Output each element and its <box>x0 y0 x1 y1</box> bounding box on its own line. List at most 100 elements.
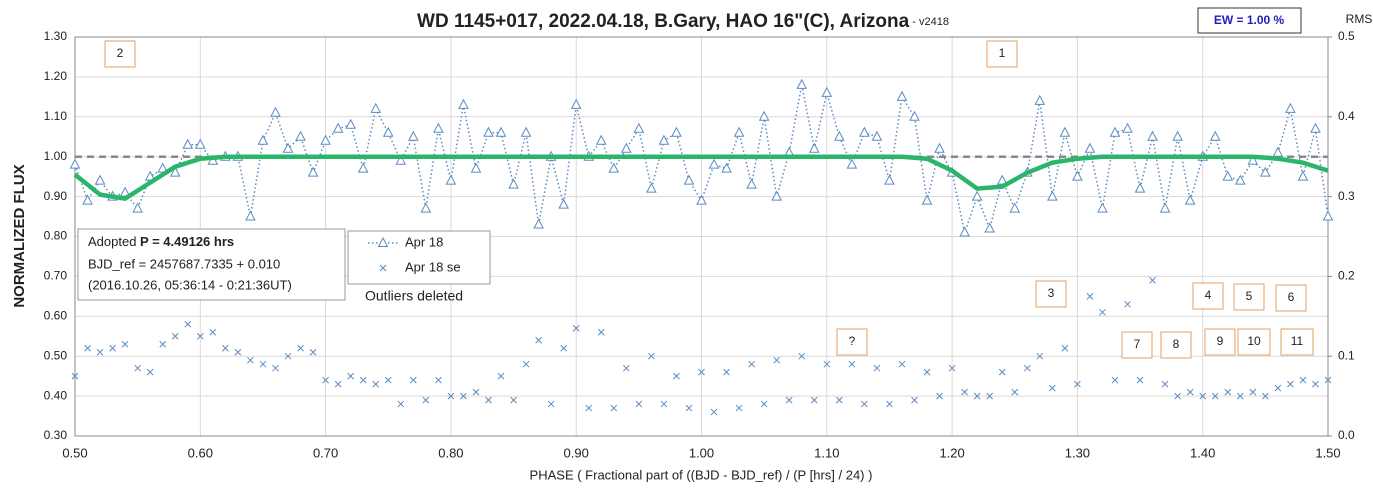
annotation-box <box>1160 331 1192 359</box>
y-tick-label: 1.00 <box>44 149 68 163</box>
legend-marker <box>379 264 387 272</box>
triangle-point <box>595 134 607 145</box>
cross-point <box>585 404 593 412</box>
plot-frame <box>74 36 1329 437</box>
cross-point <box>1249 388 1257 396</box>
triangle-point <box>1272 146 1284 157</box>
cross-point <box>1161 380 1169 388</box>
legend-label: Apr 18 se <box>405 259 461 274</box>
triangle-point <box>859 126 870 137</box>
cross-point <box>372 380 380 388</box>
annotation-box <box>104 40 136 68</box>
y-axis-label: NORMALIZED FLUX <box>11 164 28 307</box>
triangle-point <box>470 162 482 173</box>
triangle-point <box>708 158 720 169</box>
cross-point <box>522 360 530 368</box>
triangle-point <box>257 134 269 145</box>
legend-box <box>347 230 491 285</box>
note: Outliers deleted <box>365 288 463 304</box>
cross-point <box>911 396 918 404</box>
triangle-point <box>1147 130 1158 141</box>
annotation-label: 2 <box>117 46 124 60</box>
cross-point <box>635 400 643 408</box>
triangle-point <box>395 154 407 165</box>
triangle-point <box>984 222 996 233</box>
triangle-point <box>909 110 920 121</box>
triangle-point <box>82 194 93 205</box>
annotation-label: 6 <box>1288 290 1295 304</box>
annotation-box <box>1035 280 1067 308</box>
cross-point <box>673 372 680 380</box>
cross-point <box>1324 376 1332 384</box>
y2-tick-label: 0.3 <box>1338 189 1355 203</box>
annotation-label: 9 <box>1217 334 1224 348</box>
cross-point <box>146 368 154 376</box>
cross-point <box>359 376 367 384</box>
cross-point <box>1236 392 1244 400</box>
x-tick-label: 1.40 <box>1190 445 1215 460</box>
y2-tick-label: 0.2 <box>1338 269 1355 283</box>
annotation-label: 3 <box>1048 286 1055 300</box>
triangle-point <box>570 98 582 109</box>
triangle-point <box>1310 122 1321 133</box>
cross-point <box>785 396 793 404</box>
triangle-point <box>646 182 657 193</box>
triangle-point <box>959 226 970 237</box>
legend-label: Apr 18 <box>405 234 443 249</box>
x-tick-label: 0.50 <box>62 445 87 460</box>
cross-point <box>1199 392 1207 400</box>
cross-point <box>347 372 355 380</box>
cross-point <box>948 364 956 372</box>
cross-point <box>397 400 405 408</box>
triangle-point <box>934 142 945 153</box>
triangle-point <box>1109 126 1121 137</box>
cross-point <box>435 376 442 384</box>
cross-point <box>898 360 906 368</box>
triangle-point <box>245 210 256 221</box>
triangle-point <box>132 202 143 213</box>
cross-point <box>760 400 768 408</box>
cross-point <box>96 348 104 356</box>
cross-point <box>535 336 542 344</box>
cross-point <box>1099 308 1106 316</box>
cross-point <box>1224 388 1232 396</box>
annotation-label: ? <box>849 334 856 348</box>
x-tick-label: 1.20 <box>939 445 964 460</box>
cross-point <box>1111 376 1119 384</box>
title-main: WD 1145+017, 2022.04.18, B.Gary, HAO 16"… <box>417 11 910 32</box>
cross-point <box>622 364 630 372</box>
info-line: Adopted P = 4.49126 hrs <box>88 234 234 249</box>
cross-point <box>497 372 505 380</box>
triangle-point <box>971 190 983 201</box>
cross-point <box>1048 384 1056 392</box>
cross-point <box>823 360 831 368</box>
cross-point <box>472 388 480 396</box>
cross-point <box>134 364 142 372</box>
cross-point <box>710 408 718 416</box>
triangle-point <box>433 122 444 133</box>
cross-point <box>1261 392 1269 400</box>
cross-point <box>873 364 881 372</box>
triangle-point <box>1159 202 1171 213</box>
cross-point <box>109 344 116 352</box>
annotation-label: 1 <box>999 46 1006 60</box>
triangle-point <box>1034 94 1046 105</box>
info-box <box>77 228 346 301</box>
triangle-point <box>721 162 732 173</box>
triangle-point <box>808 142 820 153</box>
triangle-point <box>758 110 770 121</box>
annotation-box <box>986 40 1018 68</box>
cross-point <box>886 400 893 408</box>
triangle-point <box>1209 130 1221 141</box>
annotation-box <box>836 328 868 356</box>
triangle-point <box>1260 166 1271 177</box>
triangle-point <box>696 194 707 205</box>
triangle-point <box>733 126 745 137</box>
cross-point <box>121 340 129 348</box>
cross-point <box>71 372 79 380</box>
cross-point <box>259 360 267 368</box>
cross-point <box>723 368 730 376</box>
annotation-label: 7 <box>1134 337 1141 351</box>
triangle-point <box>1184 194 1196 205</box>
